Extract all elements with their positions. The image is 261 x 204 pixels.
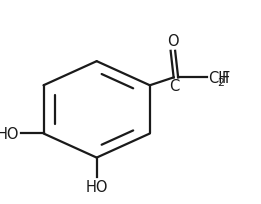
Text: 2: 2 xyxy=(217,77,224,87)
Text: C: C xyxy=(169,79,180,94)
Text: F: F xyxy=(222,71,230,85)
Text: HO: HO xyxy=(85,179,108,194)
Text: CH: CH xyxy=(208,71,229,85)
Text: HO: HO xyxy=(0,126,20,141)
Text: O: O xyxy=(167,34,179,49)
